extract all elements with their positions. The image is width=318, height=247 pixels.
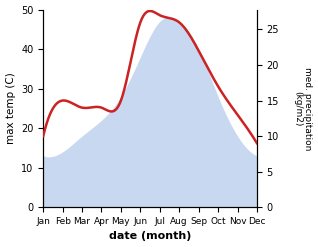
Y-axis label: max temp (C): max temp (C) xyxy=(5,72,16,144)
Y-axis label: med. precipitation
(kg/m2): med. precipitation (kg/m2) xyxy=(293,67,313,150)
X-axis label: date (month): date (month) xyxy=(109,231,191,242)
